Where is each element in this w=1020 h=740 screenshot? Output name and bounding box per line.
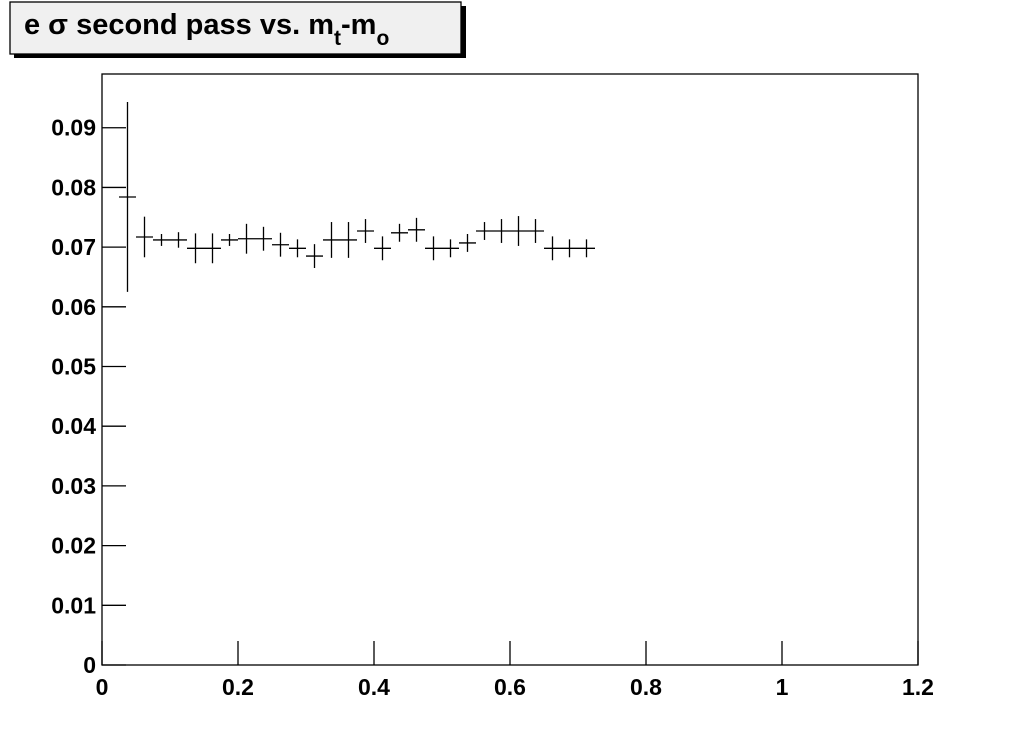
y-tick-label: 0	[83, 652, 96, 678]
chart-title: e σ second pass vs. mt-mo	[24, 9, 389, 50]
title-sub: t	[334, 27, 341, 50]
y-tick-label: 0.07	[51, 234, 96, 260]
y-tick-label: 0.01	[51, 592, 96, 618]
x-tick-label: 1	[776, 674, 789, 700]
y-tick-label: 0.06	[51, 294, 96, 320]
x-tick-label: 0.8	[630, 674, 662, 700]
x-tick-label: 0	[96, 674, 109, 700]
plot-frame	[101, 73, 919, 666]
title-box	[9, 1, 462, 55]
x-tick-label: 0.2	[222, 674, 254, 700]
y-tick-label: 0.09	[51, 115, 96, 141]
y-tick-label: 0.08	[51, 174, 96, 200]
title-sub: o	[376, 27, 389, 50]
x-tick-label: 0.6	[494, 674, 526, 700]
y-tick-label: 0.03	[51, 473, 96, 499]
x-tick-label: 1.2	[902, 674, 934, 700]
title-part: -m	[341, 9, 376, 41]
x-tick-label: 0.4	[358, 674, 390, 700]
title-part: e σ second pass vs. m	[24, 9, 334, 41]
y-tick-label: 0.02	[51, 533, 96, 559]
y-tick-label: 0.05	[51, 354, 96, 380]
y-tick-label: 0.04	[51, 413, 96, 439]
